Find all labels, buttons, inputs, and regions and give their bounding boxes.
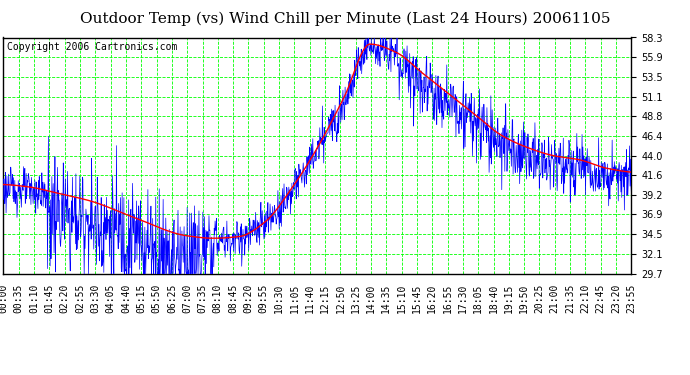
Text: Outdoor Temp (vs) Wind Chill per Minute (Last 24 Hours) 20061105: Outdoor Temp (vs) Wind Chill per Minute … xyxy=(80,11,610,26)
Text: Copyright 2006 Cartronics.com: Copyright 2006 Cartronics.com xyxy=(7,42,177,52)
